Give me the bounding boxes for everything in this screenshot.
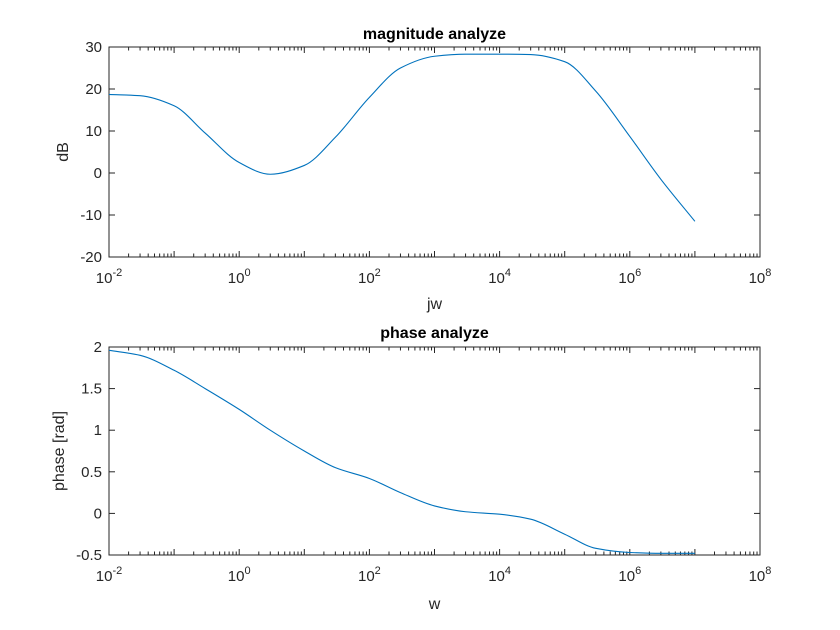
magnitude-y-tick-label: -10 [80,207,102,224]
magnitude-x-tick-labels: 10-2 100 102 104 106 108 [96,267,772,287]
magnitude-x-tick-label: 108 [749,267,772,287]
magnitude-tick-marks [108,46,761,258]
phase-plot: -0.5 0 0.5 1 1.5 2 10-2 100 102 104 106 108 phase … [51,325,771,613]
phase-y-tick-label: 0.5 [81,464,102,481]
magnitude-axes-frame [108,46,761,258]
magnitude-plot: -20 -10 0 10 20 30 10-2 100 102 104 106 108 magnit… [55,26,771,313]
phase-x-tick-label: 106 [618,565,641,585]
magnitude-title: magnitude analyze [363,26,506,43]
magnitude-x-tick-label: 104 [488,267,511,287]
phase-x-axis-label: w [428,596,441,613]
magnitude-y-axis-label: dB [55,142,72,162]
phase-y-axis-label: phase [rad] [51,411,68,491]
phase-y-tick-label: 2 [94,339,102,356]
phase-y-tick-labels: -0.5 0 0.5 1 1.5 2 [76,339,102,564]
phase-y-tick-label: -0.5 [76,547,102,564]
magnitude-series-line [108,53,696,222]
magnitude-y-tick-label: 20 [85,81,102,98]
magnitude-y-tick-label: 30 [85,39,102,56]
magnitude-x-axis-label: jw [426,296,443,313]
phase-x-tick-label: 10-2 [96,565,122,585]
magnitude-x-tick-label: 100 [228,267,251,287]
magnitude-y-tick-label: -20 [80,249,102,266]
phase-x-tick-label: 104 [488,565,511,585]
phase-y-tick-label: 0 [94,505,102,522]
phase-series-line [108,349,695,554]
phase-curve-layer [108,349,695,554]
phase-x-tick-label: 100 [228,565,251,585]
phase-axes-frame [108,346,761,556]
phase-y-tick-label: 1 [94,422,102,439]
magnitude-curve-layer [108,53,696,222]
phase-x-tick-label: 108 [749,565,772,585]
magnitude-x-tick-label: 10-2 [96,267,122,287]
phase-x-tick-labels: 10-2 100 102 104 106 108 [96,565,772,585]
magnitude-x-tick-label: 106 [618,267,641,287]
phase-tick-marks [108,346,761,556]
magnitude-y-tick-labels: -20 -10 0 10 20 30 [80,39,102,266]
magnitude-x-tick-label: 102 [358,267,381,287]
phase-x-tick-label: 102 [358,565,381,585]
phase-y-tick-label: 1.5 [81,381,102,398]
phase-title: phase analyze [380,325,489,342]
magnitude-y-tick-label: 10 [85,123,102,140]
magnitude-y-tick-label: 0 [94,165,102,182]
